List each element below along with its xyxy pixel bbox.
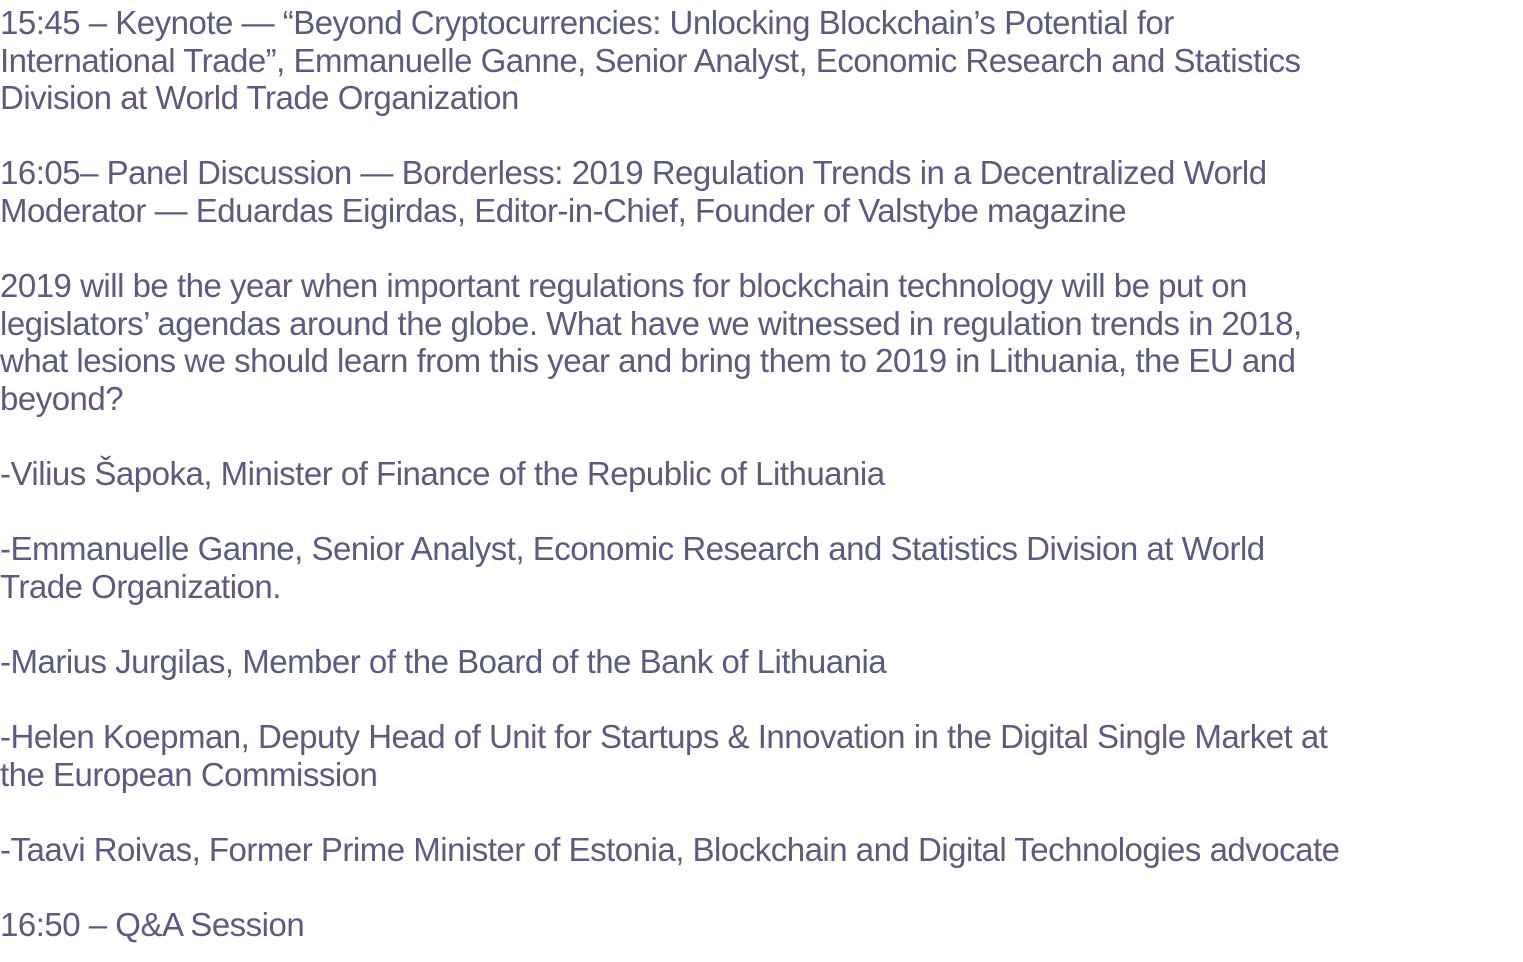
panel-description-paragraph: 2019 will be the year when important reg…: [0, 267, 1523, 417]
panelist-line: -Helen Koepman, Deputy Head of Unit for …: [0, 718, 1328, 756]
panelist-item: -Marius Jurgilas, Member of the Board of…: [0, 643, 1523, 681]
qa-session-line: 16:50 – Q&A Session: [0, 906, 305, 944]
panel-title-line: 16:05– Panel Discussion — Borderless: 20…: [0, 154, 1267, 192]
panelist-item: -Taavi Roivas, Former Prime Minister of …: [0, 831, 1523, 869]
description-line: 2019 will be the year when important reg…: [0, 267, 1247, 305]
description-line: beyond?: [0, 379, 124, 417]
panelist-line: -Taavi Roivas, Former Prime Minister of …: [0, 831, 1340, 869]
panelist-line: -Emmanuelle Ganne, Senior Analyst, Econo…: [0, 530, 1265, 568]
panelist-line: -Marius Jurgilas, Member of the Board of…: [0, 643, 887, 681]
description-line: what lesions we should learn from this y…: [0, 342, 1296, 380]
panelist-line: the European Commission: [0, 755, 378, 793]
qa-session-paragraph: 16:50 – Q&A Session: [0, 906, 1523, 944]
keynote-line: International Trade”, Emmanuelle Ganne, …: [0, 41, 1301, 79]
panelist-item: -Emmanuelle Ganne, Senior Analyst, Econo…: [0, 530, 1523, 605]
panelist-line: Trade Organization.: [0, 567, 281, 605]
keynote-line: 15:45 – Keynote — “Beyond Cryptocurrenci…: [0, 4, 1174, 41]
moderator-line: Moderator — Eduardas Eigirdas, Editor-in…: [0, 191, 1127, 229]
keynote-line: Division at World Trade Organization: [0, 79, 519, 117]
panelist-line: -Vilius Šapoka, Minister of Finance of t…: [0, 455, 885, 493]
panel-discussion-paragraph: 16:05– Panel Discussion — Borderless: 20…: [0, 154, 1523, 229]
panelist-item: -Vilius Šapoka, Minister of Finance of t…: [0, 455, 1523, 493]
keynote-paragraph: 15:45 – Keynote — “Beyond Cryptocurrenci…: [0, 4, 1523, 117]
panelist-item: -Helen Koepman, Deputy Head of Unit for …: [0, 718, 1523, 793]
description-line: legislators’ agendas around the globe. W…: [0, 304, 1302, 342]
